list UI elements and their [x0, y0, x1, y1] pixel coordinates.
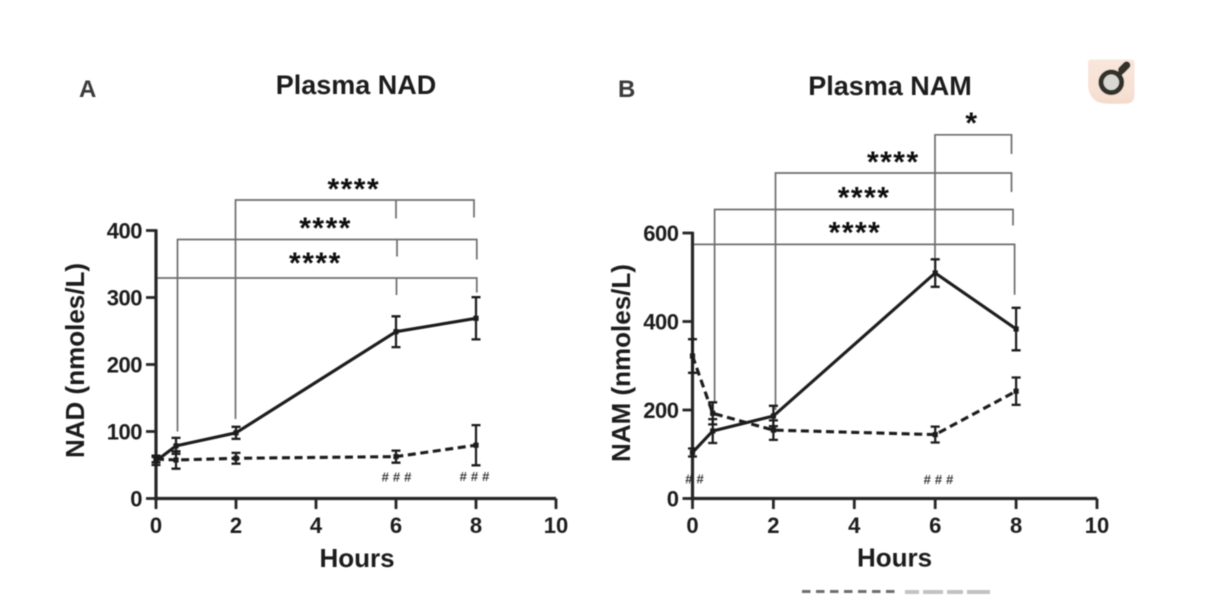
svg-text:Plasma NAD: Plasma NAD	[276, 70, 437, 100]
svg-text:Hours: Hours	[857, 543, 932, 573]
svg-text:****: ****	[867, 146, 920, 179]
svg-text:****: ****	[838, 181, 891, 214]
svg-text:****: ****	[829, 217, 882, 250]
svg-text:600: 600	[643, 221, 678, 246]
svg-text:200: 200	[643, 398, 678, 423]
svg-text:NAD (nmoles/L): NAD (nmoles/L)	[60, 263, 90, 458]
svg-text:NAM (nmoles/L): NAM (nmoles/L)	[606, 264, 636, 462]
svg-text:300: 300	[107, 285, 142, 310]
svg-text:200: 200	[107, 352, 142, 377]
svg-text:6: 6	[390, 513, 402, 538]
svg-text:A: A	[79, 76, 96, 103]
svg-text:Hours: Hours	[319, 543, 394, 573]
svg-text:*: *	[965, 107, 978, 140]
svg-text:4: 4	[848, 513, 861, 538]
svg-text:B: B	[618, 76, 635, 103]
svg-text:0: 0	[130, 486, 142, 511]
svg-text:4: 4	[310, 513, 323, 538]
svg-text:400: 400	[643, 309, 678, 334]
svg-text:0: 0	[150, 513, 162, 538]
svg-text:****: ****	[327, 173, 380, 206]
svg-text:###: ###	[924, 472, 958, 487]
svg-text:0: 0	[667, 486, 679, 511]
svg-text:Plasma NAM: Plasma NAM	[808, 71, 972, 101]
svg-text:8: 8	[1010, 513, 1022, 538]
svg-text:6: 6	[929, 513, 941, 538]
svg-text:10: 10	[544, 513, 568, 538]
svg-text:###: ###	[460, 469, 494, 484]
svg-text:2: 2	[767, 513, 779, 538]
svg-text:8: 8	[470, 513, 482, 538]
svg-text:****: ****	[299, 212, 352, 245]
svg-text:###: ###	[382, 470, 416, 485]
svg-text:400: 400	[107, 218, 142, 243]
svg-text:0: 0	[686, 513, 698, 538]
svg-text:****: ****	[289, 247, 342, 280]
svg-text:100: 100	[107, 419, 142, 444]
svg-text:2: 2	[230, 513, 242, 538]
svg-text:##: ##	[685, 471, 707, 486]
svg-text:10: 10	[1085, 513, 1109, 538]
